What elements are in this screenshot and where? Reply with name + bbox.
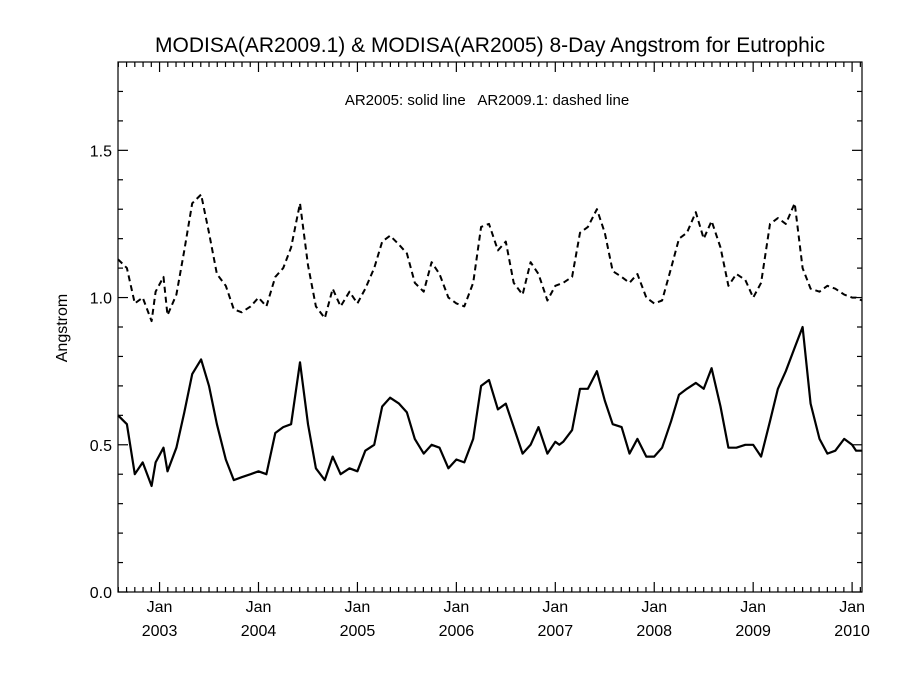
series-line-solid	[117, 325, 862, 488]
y-tick-label: 0.0	[90, 585, 112, 602]
y-tick-label: 1.5	[90, 143, 112, 160]
x-axis: Jan 2003 Jan 2004 Jan 2005 Jan 2006 Jan 2007 Jan 20…	[117, 62, 870, 640]
x-tick-year-label: 2006	[439, 623, 475, 640]
x-tick-year-label: 2004	[241, 623, 277, 640]
y-tick-label: 1.0	[90, 291, 112, 308]
x-tick-year-label: 2003	[142, 623, 178, 640]
series-layer	[117, 193, 863, 488]
x-tick-month-label: Jan	[147, 599, 173, 616]
line-style-note: AR2005: solid line AR2009.1: dashed line	[345, 92, 629, 109]
x-tick-year-label: 2010	[834, 623, 870, 640]
x-tick-year-label: 2009	[735, 623, 771, 640]
y-axis: 0.0 0.5 1.0 1.5	[90, 90, 862, 602]
x-tick-month-label: Jan	[839, 599, 865, 616]
y-tick-label: 0.5	[90, 438, 112, 455]
x-tick-month-label: Jan	[542, 599, 568, 616]
y-axis-label: Angstrom	[54, 294, 71, 362]
x-tick-month-label: Jan	[443, 599, 469, 616]
x-tick-month-label: Jan	[246, 599, 272, 616]
x-tick-year-label: 2005	[340, 623, 376, 640]
x-tick-month-label: Jan	[345, 599, 371, 616]
chart-title: MODISA(AR2009.1) & MODISA(AR2005) 8-Day …	[155, 34, 825, 57]
series-line-dashed	[117, 193, 863, 323]
x-tick-year-label: 2008	[636, 623, 672, 640]
x-tick-month-label: Jan	[641, 599, 667, 616]
x-tick-month-label: Jan	[740, 599, 766, 616]
plot-frame	[117, 61, 863, 593]
x-tick-year-label: 2007	[538, 623, 574, 640]
